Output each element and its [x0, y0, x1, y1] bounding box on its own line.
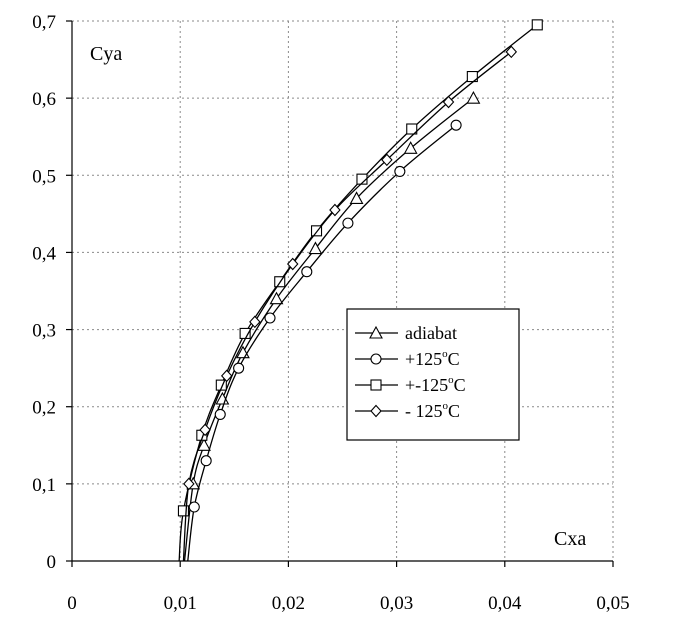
data-point-circle: [233, 362, 245, 374]
data-point-triangle: [349, 191, 364, 204]
tick-labels: 0 0,01 0,02 0,03 0,04 0,05 0 0,1 0,2 0,3 0,4 0,5 0,6…: [32, 12, 629, 614]
data-point-circle: [342, 217, 354, 229]
data-point-square: [215, 379, 227, 391]
data-point-square: [466, 70, 478, 83]
data-point-circle: [450, 119, 462, 131]
legend-item: adiabat: [355, 323, 457, 343]
plot-area: [72, 21, 613, 561]
y-tick-label: 0: [47, 552, 57, 573]
data-point-triangle: [269, 291, 284, 305]
data-point-circle: [214, 408, 226, 420]
x-tick-label: 0,03: [380, 593, 413, 614]
legend-item: +-125oC: [355, 374, 466, 395]
x-tick-label: 0,01: [164, 593, 197, 614]
x-tick-label: 0: [67, 593, 77, 614]
legend-item: - 125oC: [355, 400, 460, 421]
legend-item: +125oC: [355, 348, 460, 369]
y-tick-label: 0,7: [32, 12, 56, 33]
series-circle: [187, 119, 462, 562]
data-point-diamond: [329, 203, 341, 217]
data-point-triangle: [466, 90, 481, 104]
y-tick-label: 0,5: [32, 166, 56, 187]
grid-lines: [72, 20, 614, 561]
series-triangle: [183, 90, 481, 562]
y-tick-label: 0,4: [32, 243, 56, 264]
data-point-circle: [264, 312, 276, 324]
data-point-diamond: [249, 315, 261, 329]
legend: adiabat +125oC +-125oC - 125oC: [346, 308, 520, 441]
data-point-square: [531, 19, 543, 31]
data-point-diamond: [505, 45, 518, 59]
data-point-square: [177, 505, 189, 517]
y-tick-label: 0,1: [32, 475, 56, 496]
y-tick-label: 0,2: [32, 398, 56, 419]
data-point-triangle: [197, 438, 211, 451]
data-point-circle: [394, 165, 406, 177]
legend-marker-circle: [370, 353, 382, 365]
legend-marker-square: [370, 379, 382, 391]
series-group: [177, 19, 543, 562]
y-tick-label: 0,3: [32, 321, 56, 342]
x-axis-title: Cxa: [554, 528, 586, 550]
data-point-diamond: [220, 369, 233, 383]
data-point-square: [310, 225, 323, 237]
legend-label: - 125oC: [405, 400, 460, 421]
data-point-diamond: [381, 153, 393, 167]
data-point-circle: [188, 501, 200, 513]
data-point-circle: [200, 455, 212, 467]
x-tick-label: 0,02: [272, 593, 305, 614]
data-point-triangle: [403, 141, 418, 154]
series-diamond: [182, 45, 518, 562]
legend-label: +125oC: [405, 348, 460, 369]
series-line: [182, 51, 512, 562]
data-point-diamond: [286, 257, 299, 271]
legend-marker-triangle: [369, 325, 383, 339]
data-point-square: [406, 123, 418, 135]
x-tick-label: 0,05: [596, 593, 629, 614]
data-point-diamond: [199, 423, 211, 437]
data-point-diamond: [442, 95, 455, 109]
data-point-triangle: [308, 241, 323, 255]
series-line: [183, 97, 474, 562]
legend-label: adiabat: [405, 323, 457, 343]
legend-marker-diamond: [370, 404, 382, 418]
data-point-circle: [301, 266, 313, 278]
series-line: [187, 124, 457, 562]
legend-label: +-125oC: [405, 374, 466, 395]
axes: [66, 20, 614, 567]
data-point-diamond: [183, 477, 195, 491]
x-tick-label: 0,04: [488, 593, 522, 614]
y-tick-label: 0,6: [32, 89, 56, 110]
y-axis-title: Cya: [90, 43, 122, 65]
